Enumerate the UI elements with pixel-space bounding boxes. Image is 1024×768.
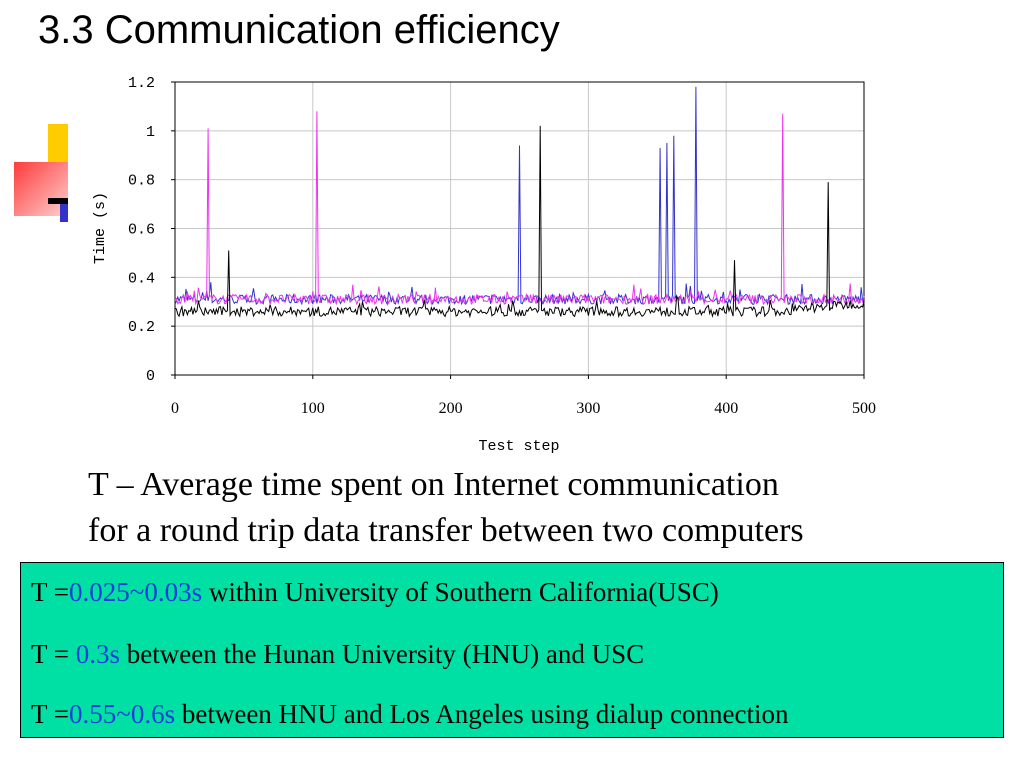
- info-value: 0.025~0.03s: [68, 577, 203, 607]
- y-axis-label: Time (s): [92, 192, 109, 264]
- info-prefix: T =: [31, 639, 76, 669]
- blue-square-decoration: [60, 204, 68, 222]
- y-tick-label: 0.8: [128, 173, 155, 190]
- y-tick-label: 0: [146, 368, 155, 385]
- info-prefix: T =: [31, 699, 69, 729]
- y-tick-label: 0.2: [128, 319, 155, 336]
- red-square-decoration: [14, 162, 68, 216]
- info-box: T =0.025~0.03s within University of Sout…: [20, 562, 1004, 738]
- info-row-dialup: T =0.55~0.6s between HNU and Los Angeles…: [31, 699, 788, 730]
- description-line-2: for a round trip data transfer between t…: [88, 512, 804, 549]
- y-tick-label: 0.4: [128, 270, 155, 287]
- info-row-hnu-usc: T = 0.3s between the Hunan University (H…: [31, 639, 644, 670]
- info-prefix: T =: [31, 577, 69, 607]
- x-tick-label: 400: [714, 400, 738, 417]
- slide-title: 3.3 Communication efficiency: [38, 8, 560, 52]
- info-text: between the Hunan University (HNU) and U…: [120, 639, 645, 669]
- info-row-usc: T =0.025~0.03s within University of Sout…: [31, 577, 719, 608]
- description-line-1: T – Average time spent on Internet commu…: [88, 466, 779, 503]
- black-bar-decoration: [48, 198, 68, 204]
- info-value: 0.55~0.6s: [68, 699, 176, 729]
- info-text: within University of Southern California…: [202, 577, 719, 607]
- y-tick-label: 1: [146, 124, 155, 141]
- info-text: between HNU and Los Angeles using dialup…: [175, 699, 789, 729]
- y-tick-label: 1.2: [128, 75, 155, 92]
- series-line-3: [174, 125, 865, 319]
- yellow-square-decoration: [48, 124, 68, 164]
- x-tick-label: 300: [576, 400, 600, 417]
- series-line-1: [174, 86, 865, 307]
- info-value: 0.3s: [75, 639, 120, 669]
- y-tick-label: 0.6: [128, 222, 155, 239]
- x-tick-label: 500: [852, 400, 876, 417]
- x-axis-label: Test step: [478, 438, 559, 455]
- x-tick-label: 100: [301, 400, 325, 417]
- x-tick-label: 0: [171, 400, 179, 417]
- time-chart: 0 100 200 300 400 500 0 0.2 0.4 0.6 0.8 1 1.2 Time (…: [92, 75, 876, 455]
- series-line-2: [174, 111, 865, 306]
- x-tick-label: 200: [439, 400, 463, 417]
